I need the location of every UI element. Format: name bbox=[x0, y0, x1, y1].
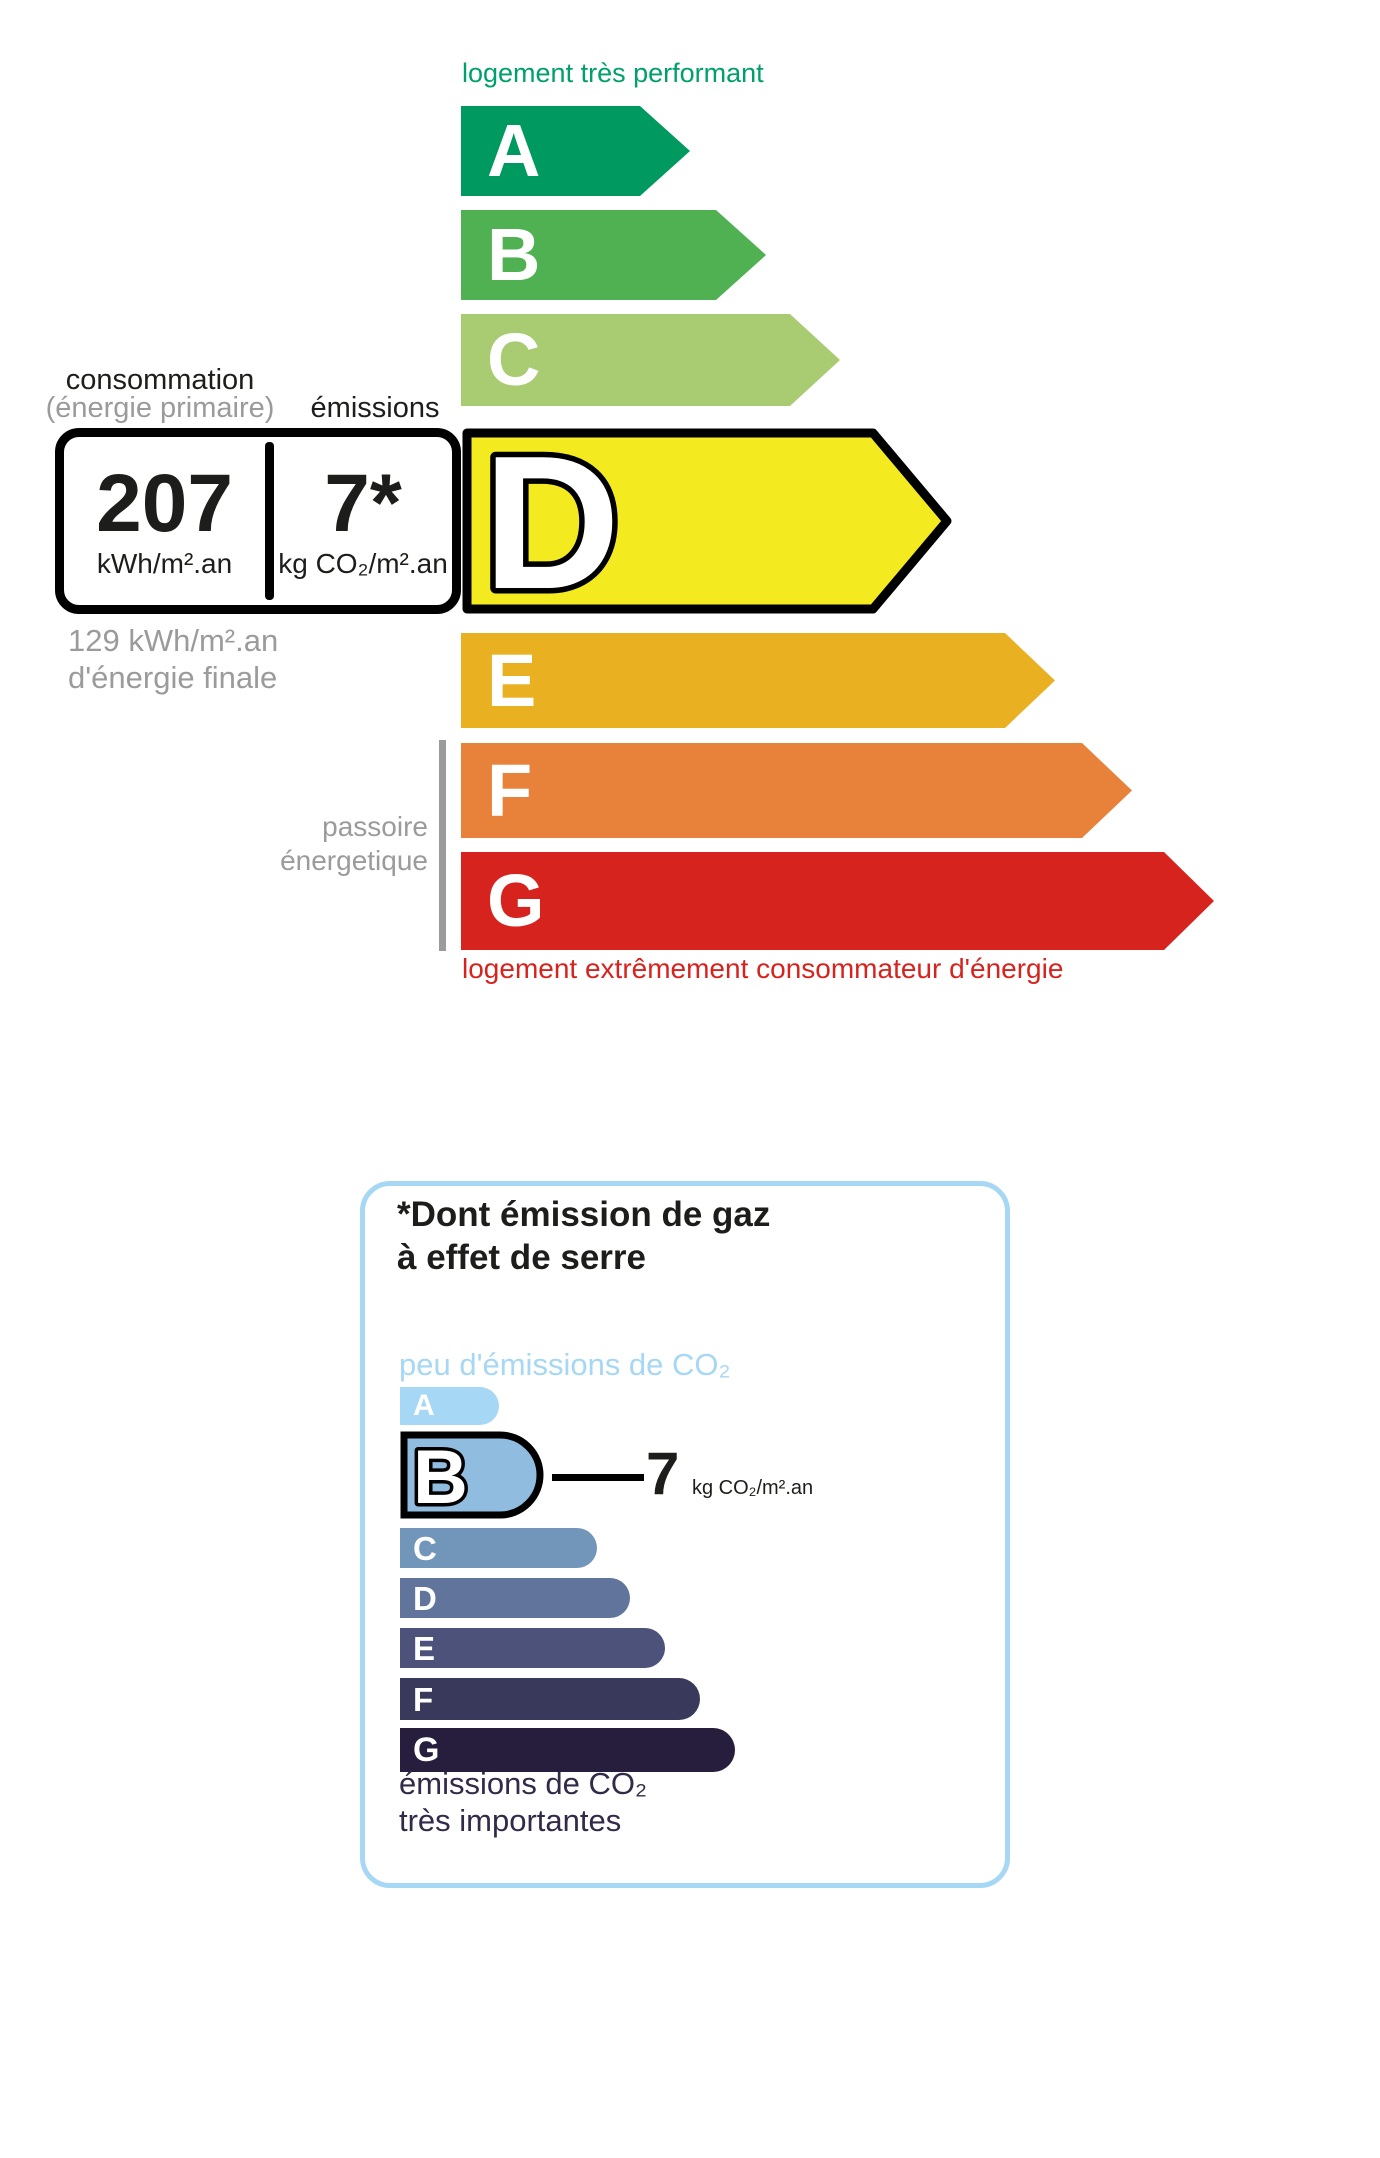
consumption-header-label: consommation bbox=[65, 364, 255, 396]
final-energy-note-line1: 129 kWh/m².an bbox=[68, 623, 279, 658]
co2-bar-C: C bbox=[400, 1528, 597, 1568]
current-co2-class-pill: B bbox=[400, 1431, 544, 1519]
energy-bar-B: B bbox=[461, 210, 766, 300]
current-energy-class-letter: D bbox=[483, 428, 620, 614]
current-co2-class-pill-shape bbox=[400, 1431, 544, 1519]
energy-bar-G: G bbox=[461, 852, 1214, 950]
energy-sieve-label-line2: énergetique bbox=[280, 845, 428, 877]
co2-value: 7 bbox=[646, 1440, 680, 1507]
final-energy-note-line2: d'énergie finale bbox=[68, 660, 278, 696]
current-energy-class-arrow-shape bbox=[462, 428, 952, 614]
energy-bar-letter-F: F bbox=[487, 748, 533, 832]
energy-bar-letter-B: B bbox=[487, 213, 541, 296]
emissions-unit: kg CO₂/m².an bbox=[278, 547, 448, 579]
co2-box-title-line2: à effet de serre bbox=[397, 1237, 647, 1277]
value-box-divider bbox=[265, 442, 275, 600]
co2-value-unit: kg CO₂/m².an bbox=[692, 1477, 814, 1499]
co2-high-emissions-line1: émissions de CO₂ bbox=[399, 1766, 648, 1801]
co2-box-title-line1: *Dont émission de gaz bbox=[397, 1195, 771, 1234]
energy-sieve-label-line1: passoire bbox=[322, 811, 428, 842]
energy-bar-C: C bbox=[461, 314, 840, 406]
emissions-value: 7* bbox=[324, 457, 402, 549]
energy-bar-letter-C: C bbox=[487, 318, 541, 401]
co2-bar-letter-E: E bbox=[413, 1629, 436, 1667]
co2-bar-D: D bbox=[400, 1578, 630, 1618]
consumption-value: 207 bbox=[96, 457, 233, 549]
bottom-consumer-label: logement extrêmement consommateur d'éner… bbox=[462, 953, 1064, 984]
current-energy-class-arrow: D bbox=[462, 428, 952, 614]
co2-bar-E: E bbox=[400, 1628, 665, 1668]
current-co2-class-letter: B bbox=[413, 1435, 468, 1519]
consumption-value-cell: 207 kWh/m².an bbox=[64, 437, 265, 605]
co2-bar-F: F bbox=[400, 1678, 700, 1720]
co2-bar-G: G bbox=[400, 1728, 735, 1772]
primary-energy-sublabel: (énergie primaire) bbox=[45, 392, 275, 424]
final-energy-note: 129 kWh/m².an d'énergie finale bbox=[68, 622, 278, 696]
top-performance-label: logement très performant bbox=[462, 58, 764, 88]
consumption-unit: kWh/m².an bbox=[96, 547, 233, 579]
sieve-bracket-bar bbox=[439, 740, 446, 951]
energy-bar-E: E bbox=[461, 633, 1055, 728]
co2-box-title: *Dont émission de gaz à effet de serre bbox=[397, 1194, 770, 1279]
energy-bar-A: A bbox=[461, 106, 690, 196]
energy-values-box: 207 kWh/m².an 7* kg CO₂/m².an bbox=[55, 428, 461, 614]
co2-high-emissions-label: émissions de CO₂ très importantes bbox=[399, 1766, 647, 1839]
energy-sieve-label: passoire énergetique bbox=[230, 810, 428, 878]
energy-bar-letter-A: A bbox=[487, 109, 541, 192]
co2-bar-letter-C: C bbox=[413, 1529, 437, 1567]
energy-bar-F: F bbox=[461, 743, 1132, 838]
co2-low-emissions-label: peu d'émissions de CO₂ bbox=[399, 1347, 731, 1382]
co2-bar-letter-A: A bbox=[413, 1389, 435, 1422]
emissions-value-cell: 7* kg CO₂/m².an bbox=[274, 437, 452, 605]
co2-bar-letter-F: F bbox=[413, 1680, 434, 1718]
co2-bar-letter-D: D bbox=[413, 1579, 437, 1617]
emissions-header-label: émissions bbox=[310, 392, 440, 424]
co2-bar-A: A bbox=[400, 1387, 499, 1425]
co2-high-emissions-line2: très importantes bbox=[399, 1802, 622, 1838]
energy-bar-letter-E: E bbox=[487, 638, 537, 722]
co2-bar-letter-G: G bbox=[413, 1731, 440, 1769]
energy-bar-letter-G: G bbox=[487, 859, 545, 942]
co2-value-connector-line bbox=[552, 1474, 644, 1481]
